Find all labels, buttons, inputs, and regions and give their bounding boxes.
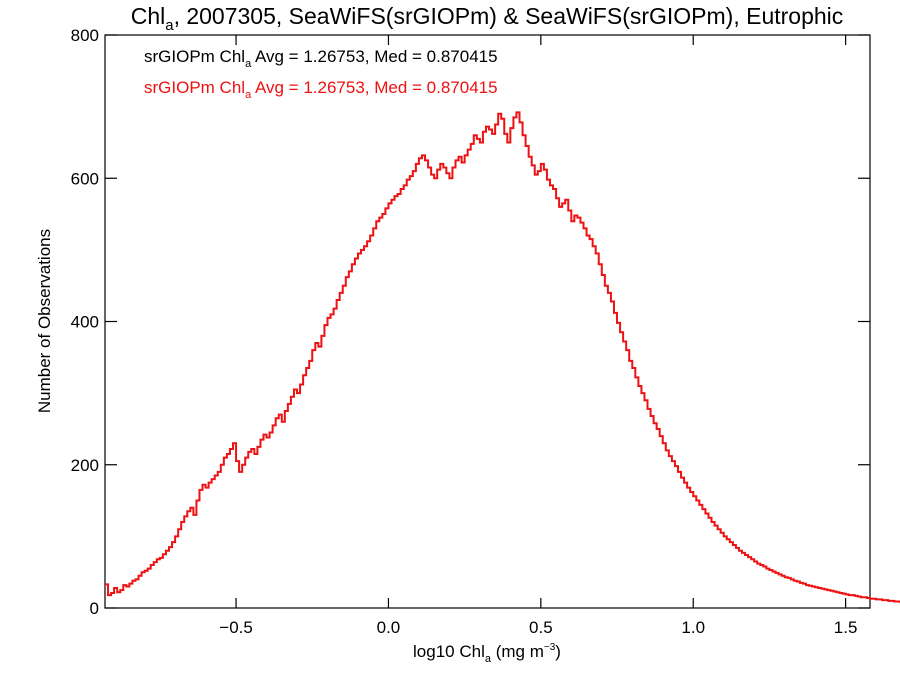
series-layer [105, 111, 900, 604]
x-tick-label: 0.5 [529, 618, 553, 637]
x-tick-label: 1.0 [681, 618, 705, 637]
x-axis: −0.5 0.0 0.5 1.0 1.5 [219, 35, 857, 637]
y-tick-label: 0 [90, 599, 99, 618]
y-tick-label: 400 [71, 313, 99, 332]
y-axis-label: Number of Observations [35, 229, 54, 413]
legend-entry-2: srGIOPm Chla Avg = 1.26753, Med = 0.8704… [144, 78, 498, 101]
chart-title: Chla, 2007305, SeaWiFS(srGIOPm) & SeaWiF… [131, 3, 844, 34]
x-tick-label: 1.5 [834, 618, 858, 637]
x-tick-label: 0.0 [377, 618, 401, 637]
legend-entry-1: srGIOPm Chla Avg = 1.26753, Med = 0.8704… [144, 47, 498, 70]
x-tick-label: −0.5 [219, 618, 253, 637]
y-tick-label: 200 [71, 456, 99, 475]
y-axis: 0 200 400 600 800 [71, 26, 870, 618]
plot-frame [104, 34, 871, 609]
y-tick-label: 600 [71, 169, 99, 188]
y-tick-label: 800 [71, 26, 99, 45]
x-axis-label: log10 Chla (mg m−3) [413, 642, 561, 665]
histogram-series-line [105, 111, 900, 604]
